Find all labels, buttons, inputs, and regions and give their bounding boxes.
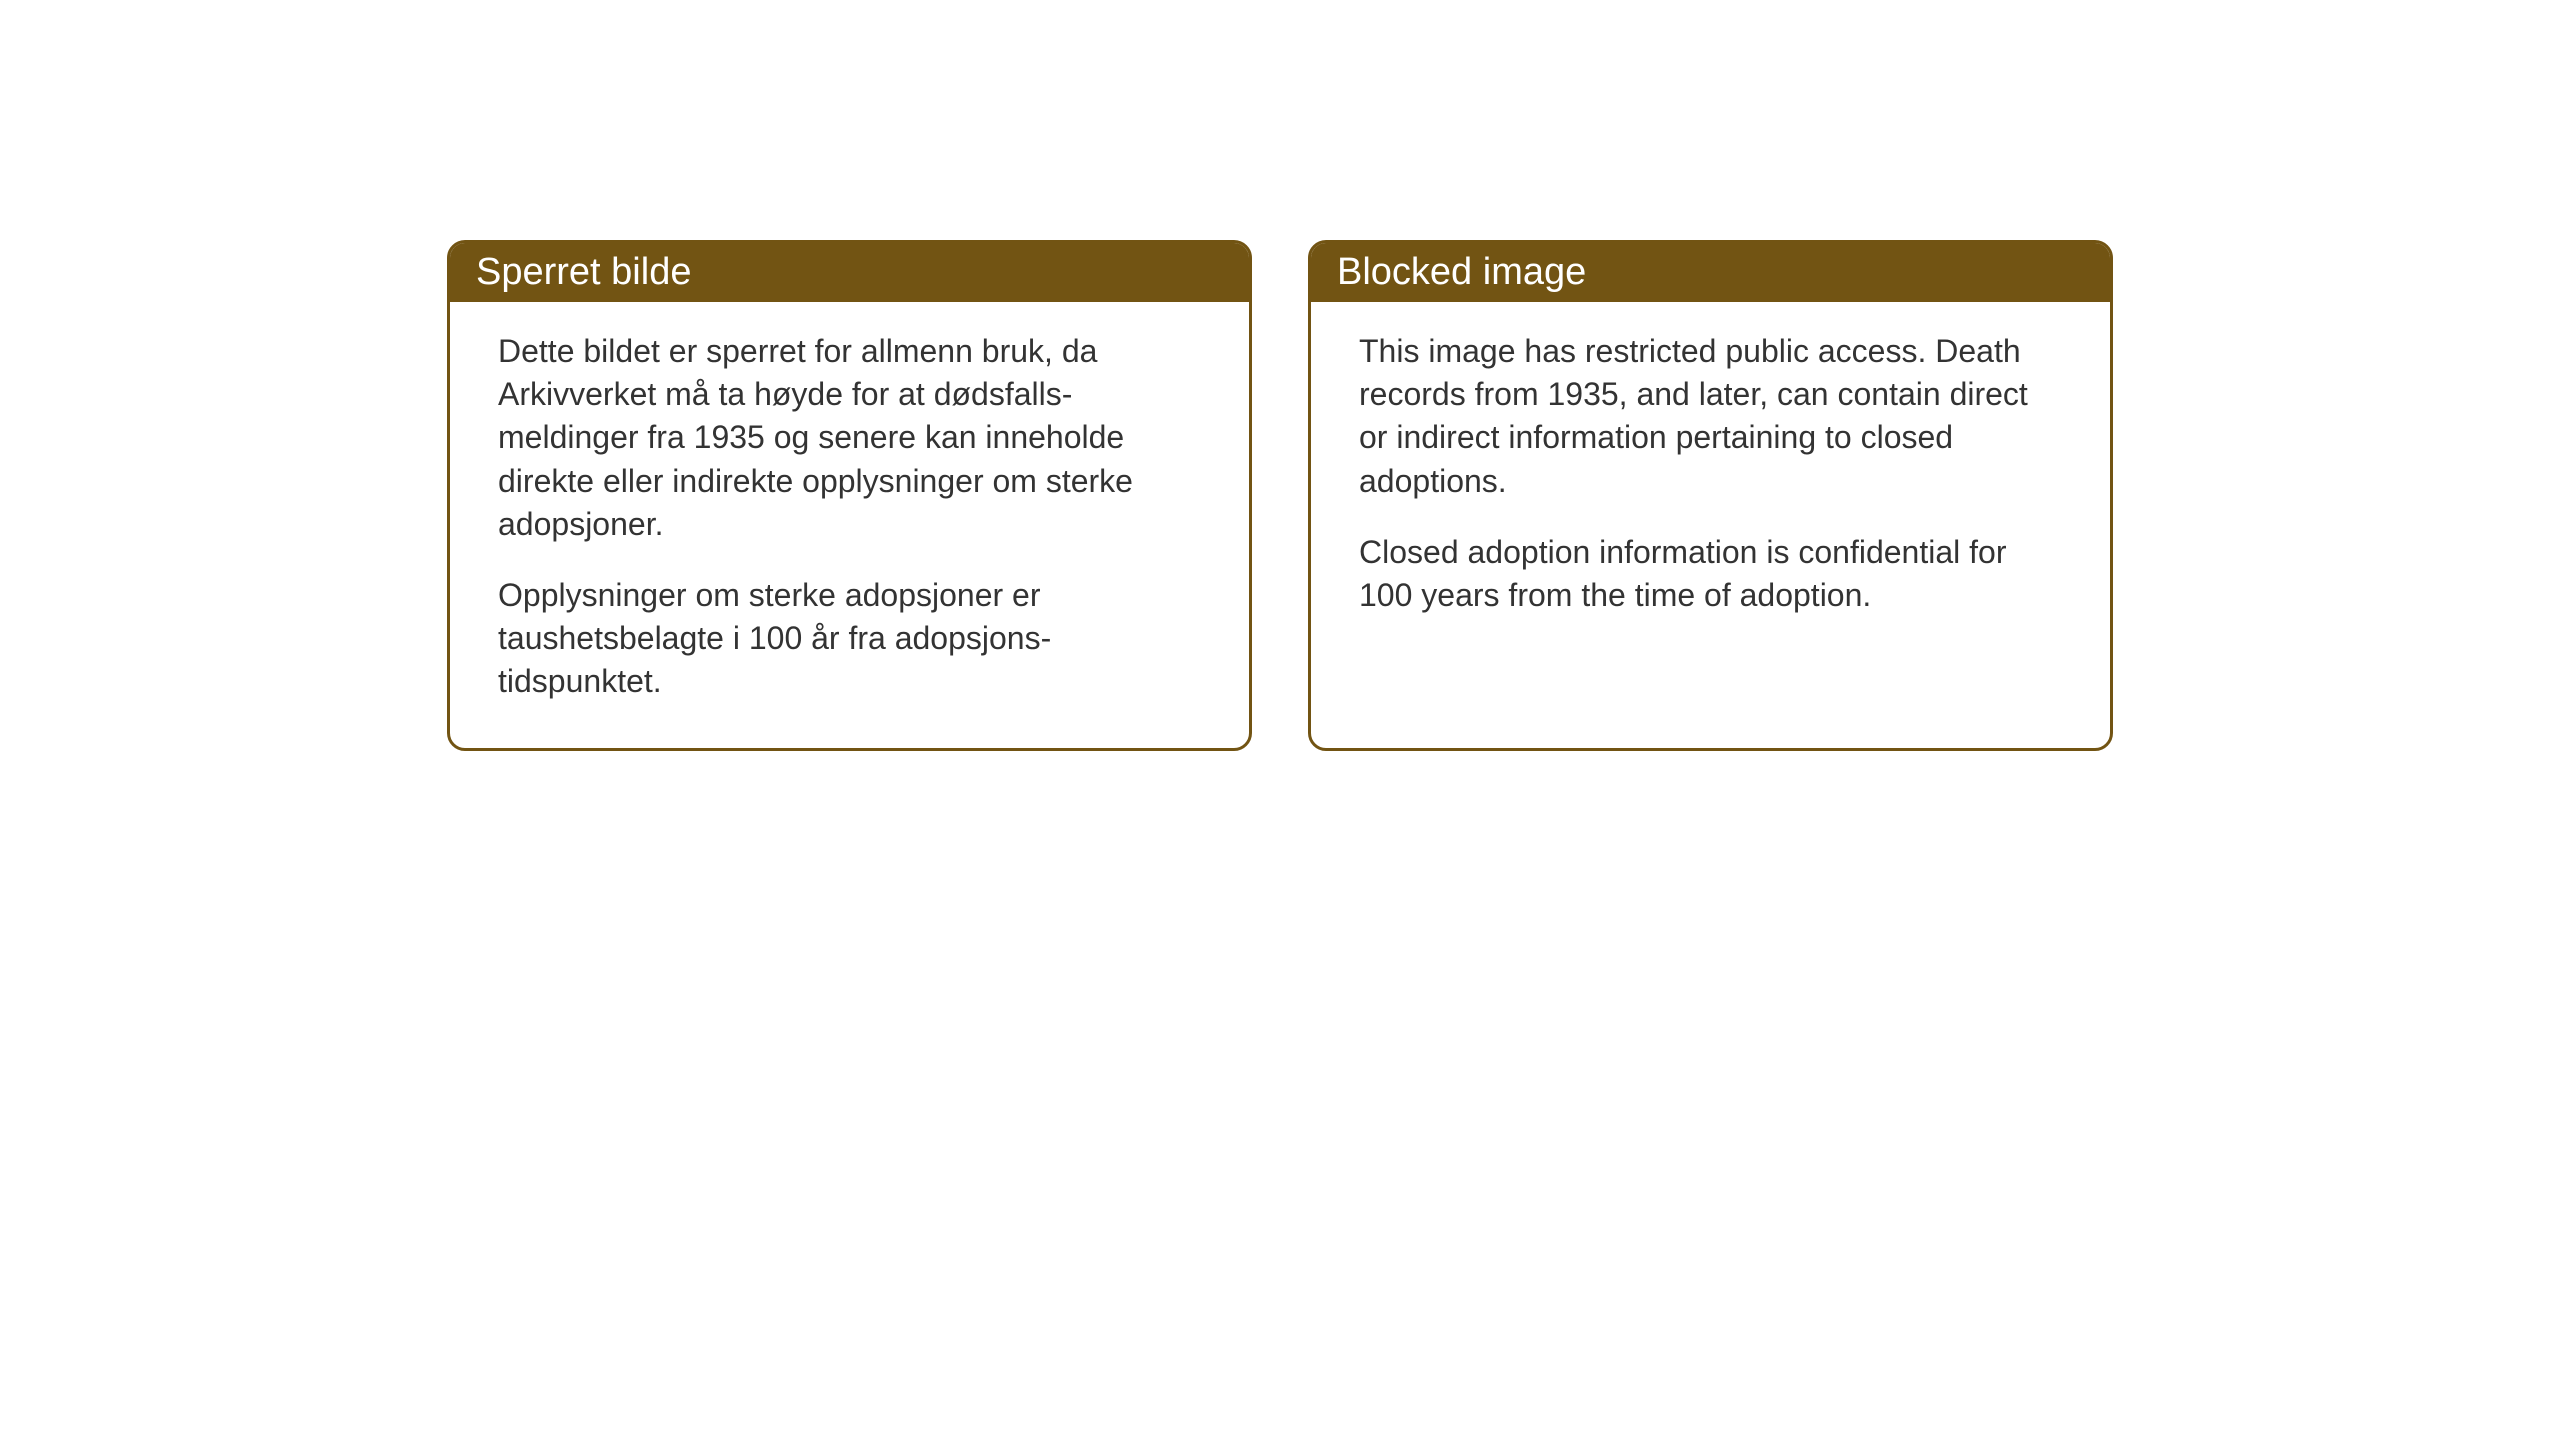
card-norwegian-title: Sperret bilde bbox=[450, 243, 1249, 302]
card-norwegian: Sperret bilde Dette bildet er sperret fo… bbox=[447, 240, 1252, 751]
card-norwegian-paragraph-1: Dette bildet er sperret for allmenn bruk… bbox=[498, 330, 1201, 546]
cards-container: Sperret bilde Dette bildet er sperret fo… bbox=[447, 240, 2113, 751]
card-english-paragraph-2: Closed adoption information is confident… bbox=[1359, 531, 2062, 617]
card-norwegian-paragraph-2: Opplysninger om sterke adopsjoner er tau… bbox=[498, 574, 1201, 704]
card-norwegian-body: Dette bildet er sperret for allmenn bruk… bbox=[450, 302, 1249, 748]
card-english: Blocked image This image has restricted … bbox=[1308, 240, 2113, 751]
card-english-paragraph-1: This image has restricted public access.… bbox=[1359, 330, 2062, 503]
card-english-title: Blocked image bbox=[1311, 243, 2110, 302]
card-english-body: This image has restricted public access.… bbox=[1311, 302, 2110, 661]
